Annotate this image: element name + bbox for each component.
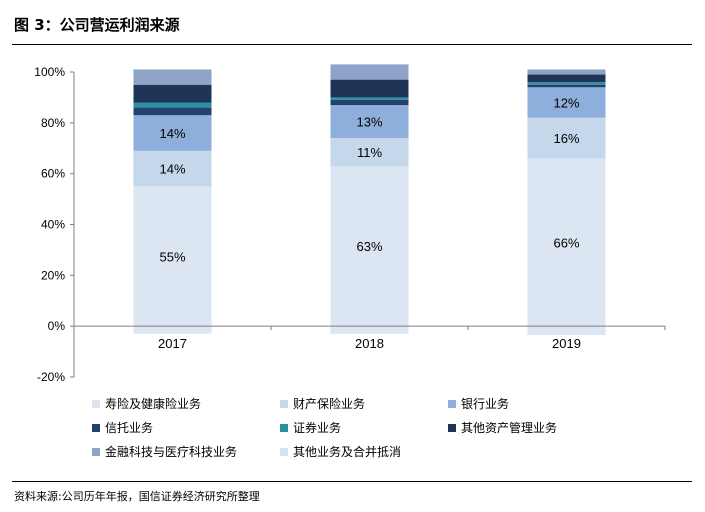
- bar-segment: [527, 69, 606, 75]
- bar-segment-negative: [330, 326, 409, 334]
- legend-item: 证券业务: [280, 419, 448, 436]
- bar-segment: [527, 158, 606, 327]
- bar-segment: [133, 69, 212, 85]
- bar-segment: [527, 87, 606, 118]
- data-label: 55%: [159, 249, 185, 264]
- top-rule: [12, 44, 692, 45]
- legend-item: 其他资产管理业务: [448, 419, 608, 436]
- legend-item: 寿险及健康险业务: [92, 395, 280, 412]
- bar-segment: [527, 117, 606, 159]
- bar-segment: [330, 99, 409, 106]
- legend-label: 寿险及健康险业务: [105, 397, 202, 411]
- legend-swatch: [280, 423, 288, 432]
- legend-label: 信托业务: [105, 421, 154, 435]
- legend-item: 财产保险业务: [280, 395, 448, 412]
- bar-segment: [133, 107, 212, 116]
- legend-label: 金融科技与医疗科技业务: [105, 445, 238, 459]
- data-label: 14%: [159, 126, 185, 141]
- bar-segment: [133, 102, 212, 108]
- x-tick-label: 2018: [355, 336, 384, 351]
- data-label: 16%: [553, 131, 579, 146]
- bar-segment: [330, 166, 409, 327]
- x-tick-label: 2019: [552, 336, 581, 351]
- legend-label: 其他资产管理业务: [461, 421, 558, 435]
- data-label: 63%: [356, 239, 382, 254]
- y-tick-label: 60%: [41, 167, 65, 181]
- legend-item: 其他业务及合并抵消: [280, 443, 448, 460]
- bar-segment-negative: [133, 326, 212, 334]
- bottom-rule: [12, 481, 692, 482]
- figure-title: 图 3：公司营运利润来源: [14, 16, 180, 34]
- y-tick-label: 0%: [48, 319, 66, 333]
- bar-segment-negative: [527, 326, 606, 336]
- bar-segment: [527, 82, 606, 85]
- y-tick-label: -20%: [37, 370, 65, 384]
- data-label: 11%: [357, 145, 382, 160]
- legend-item: 金融科技与医疗科技业务: [92, 443, 280, 460]
- bar-segment: [133, 84, 212, 103]
- source-note: 资料来源:公司历年年报，国信证券经济研究所整理: [14, 490, 260, 503]
- y-tick-label: 20%: [41, 268, 65, 282]
- data-label: 14%: [159, 162, 185, 177]
- bar-segment: [527, 84, 606, 88]
- bar-segment: [527, 74, 606, 83]
- bar-segment: [133, 186, 212, 327]
- stacked-bar-chart: 100% 80% 60% 40% 20% 0% -20% 55% 14% 14% 2017 63% 11…: [34, 64, 666, 384]
- legend-swatch: [92, 447, 100, 456]
- bar-segment: [330, 64, 409, 80]
- legend-label: 银行业务: [461, 397, 510, 411]
- x-tick-label: 2017: [158, 336, 187, 351]
- legend-swatch: [92, 399, 100, 408]
- data-label: 66%: [553, 235, 579, 250]
- legend-swatch: [448, 423, 456, 432]
- legend-item: 银行业务: [448, 395, 608, 412]
- bar-segment: [330, 105, 409, 139]
- legend: 寿险及健康险业务 财产保险业务 银行业务信托业务 证券业务 其他资产管理业务金融科技与医…: [92, 395, 612, 460]
- bar-segment: [133, 115, 212, 151]
- bar-segment: [330, 97, 409, 100]
- legend-label: 其他业务及合并抵消: [293, 445, 402, 459]
- y-tick-label: 80%: [41, 116, 65, 130]
- bar-segment: [330, 79, 409, 98]
- data-label: 13%: [356, 115, 382, 130]
- bar-segment: [330, 138, 409, 167]
- legend-swatch: [280, 399, 288, 408]
- legend-swatch: [92, 423, 100, 432]
- legend-item: 信托业务: [92, 419, 280, 436]
- legend-swatch: [280, 447, 288, 456]
- legend-label: 证券业务: [293, 421, 342, 435]
- y-tick-label: 40%: [41, 218, 65, 232]
- y-tick-label: 100%: [34, 65, 65, 79]
- bar-segment: [133, 150, 212, 187]
- legend-swatch: [448, 399, 456, 408]
- legend-label: 财产保险业务: [293, 397, 366, 411]
- data-label: 12%: [553, 96, 579, 111]
